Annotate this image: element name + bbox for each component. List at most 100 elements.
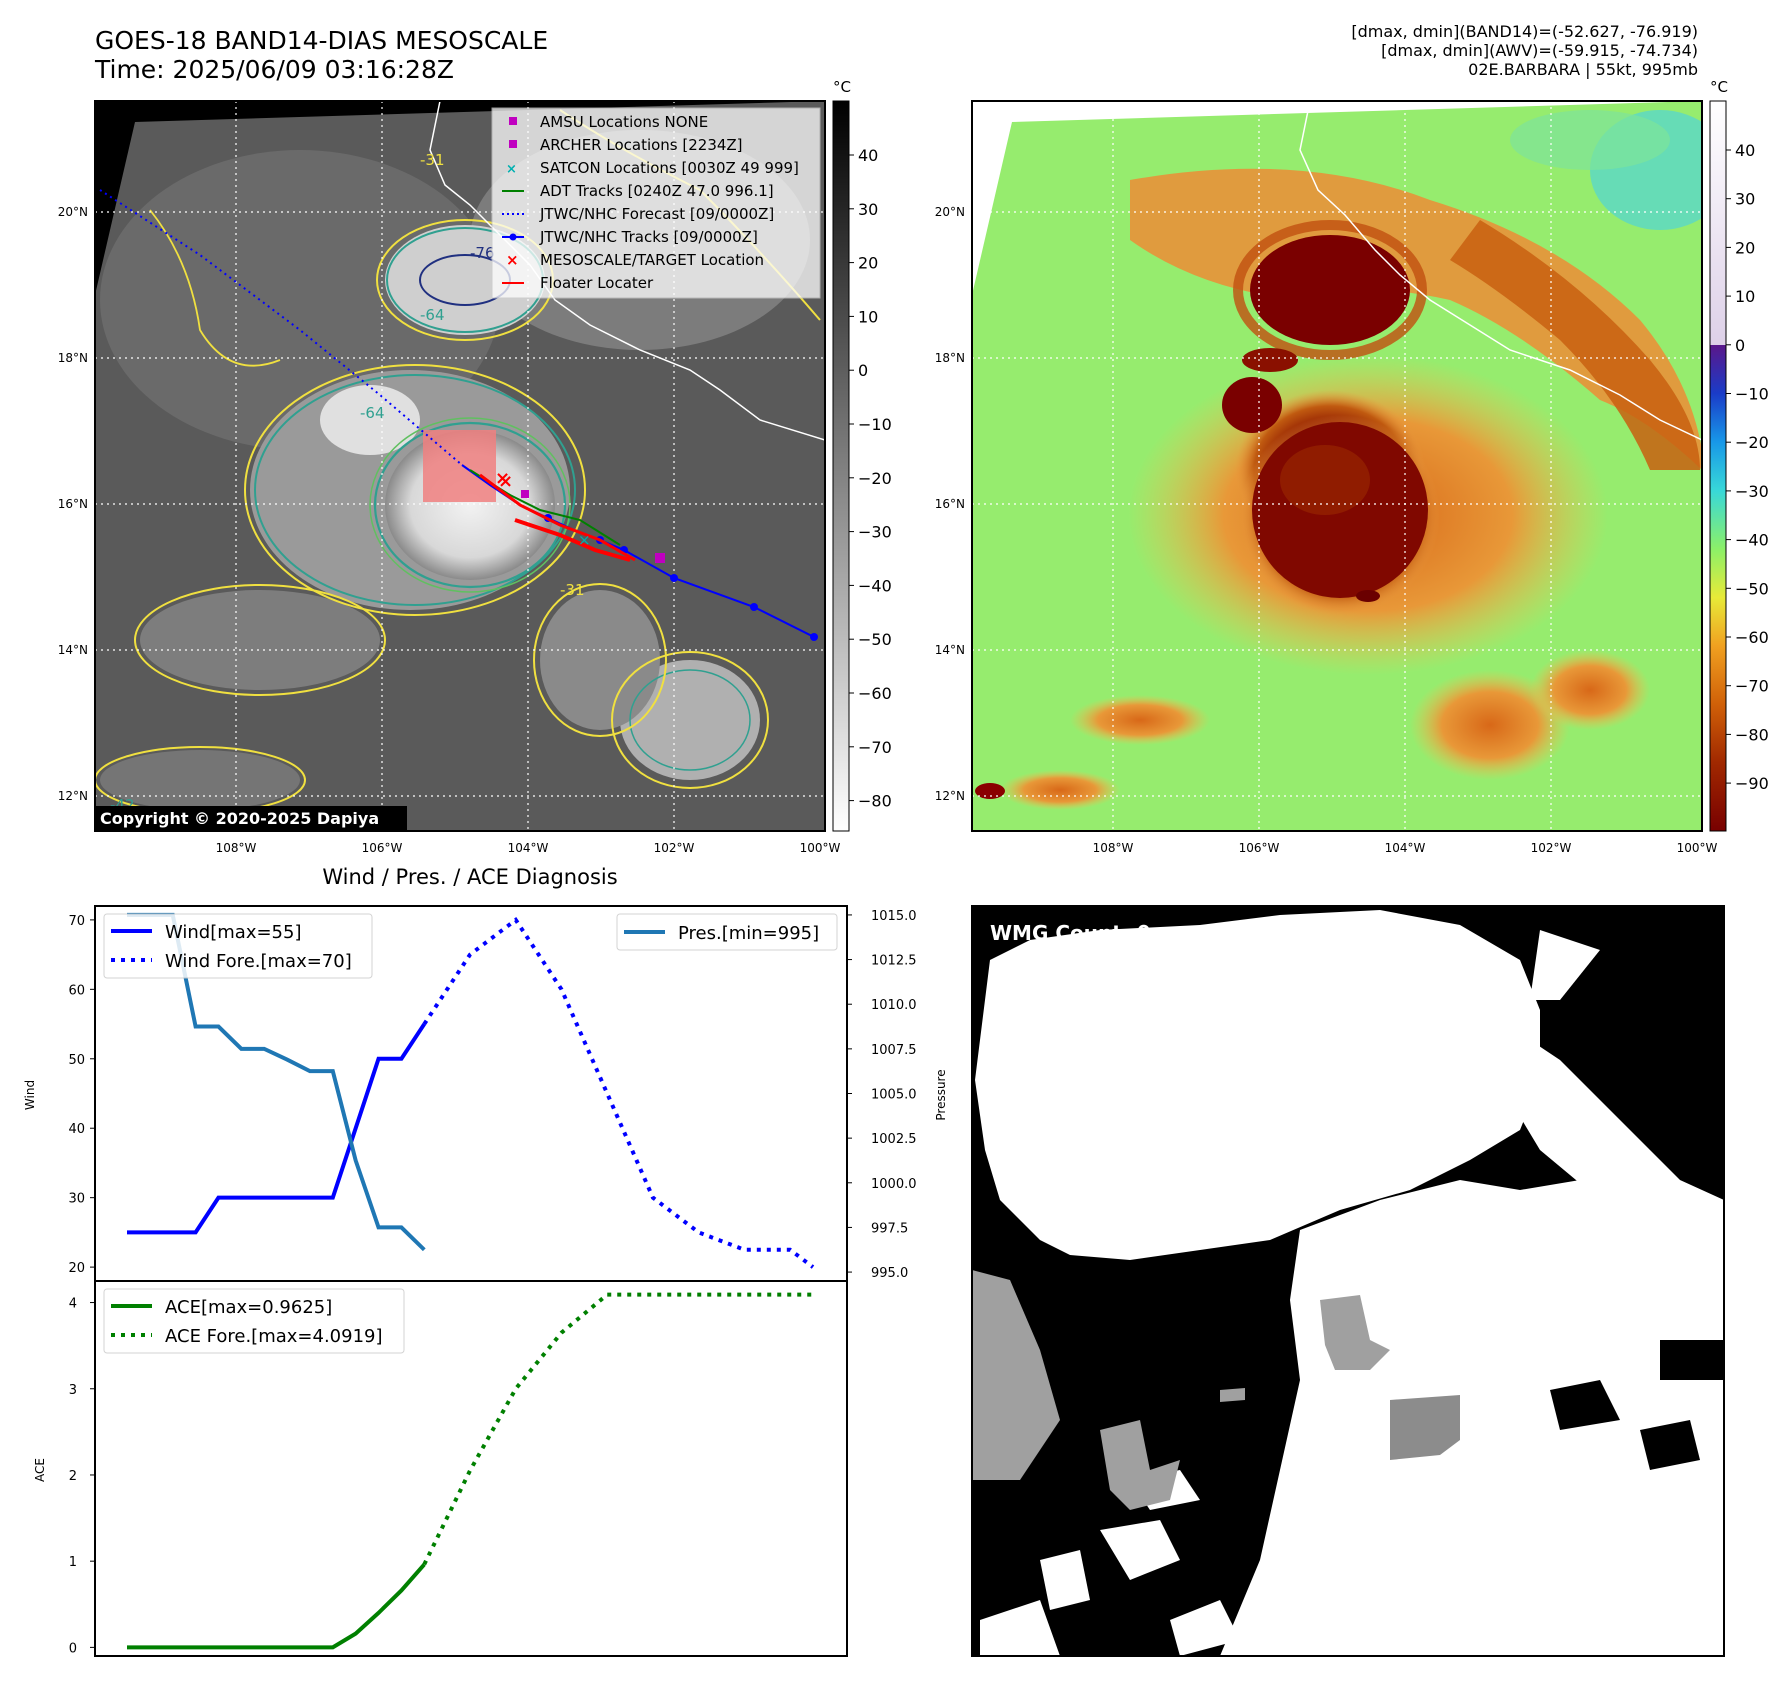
colorbar-tick-label: −90 bbox=[1735, 774, 1769, 793]
pressure-tick-label: 1005.0 bbox=[871, 1088, 917, 1103]
lat-label: 16°N bbox=[935, 497, 965, 511]
lat-label: 12°N bbox=[58, 789, 88, 803]
colorbar-tick-label: −20 bbox=[858, 469, 892, 488]
ace-chart: ACE 0 1 2 3 4 ACE[max=0.9625] ACE Fore.[max=… bbox=[33, 1280, 848, 1657]
wmg-frame bbox=[971, 905, 1725, 1657]
target-marker: × bbox=[495, 468, 510, 489]
legend-item: ARCHER Locations [2234Z] bbox=[540, 136, 743, 154]
series-line-0 bbox=[127, 1022, 426, 1235]
mesoscale-marker: × bbox=[498, 471, 513, 492]
lon-label: 104°W bbox=[508, 841, 549, 855]
title-line-1: GOES-18 BAND14-DIAS MESOSCALE bbox=[95, 26, 549, 55]
wind-tick-label: 20 bbox=[68, 1261, 85, 1276]
contour-label: -31 bbox=[560, 581, 585, 599]
colorbar-tick-label: −30 bbox=[858, 523, 892, 542]
wind-legend: Wind[max=55] Wind Fore.[max=70] bbox=[103, 913, 373, 979]
colorbar-tick-label: −50 bbox=[858, 630, 892, 649]
archer-marker bbox=[521, 490, 529, 498]
contour-label: -31 bbox=[420, 151, 445, 169]
colorbar-tick-label: −60 bbox=[1735, 628, 1769, 647]
colorbar-tick-label: −80 bbox=[1735, 725, 1769, 744]
legend-satcon-marker: × bbox=[506, 162, 517, 177]
archer-marker bbox=[655, 553, 665, 563]
satcon-marker: × bbox=[578, 531, 591, 549]
colorbar-tick-label: −70 bbox=[1735, 677, 1769, 696]
legend-amsu-marker bbox=[509, 117, 517, 125]
legend-item: JTWC/NHC Tracks [09/0000Z] bbox=[539, 228, 758, 246]
colorbar-tick-label: −50 bbox=[1735, 579, 1769, 598]
lon-label: 108°W bbox=[1093, 841, 1134, 855]
copyright-box bbox=[95, 806, 407, 830]
wmg-mask-panel: WMG Count: 0 bbox=[971, 905, 1725, 1657]
colorbar-tick-label: 0 bbox=[858, 361, 868, 380]
colorbar-tick-label: −70 bbox=[858, 738, 892, 757]
info-line-3: 02E.BARBARA | 55kt, 995mb bbox=[1468, 60, 1698, 79]
lat-label: 12°N bbox=[935, 789, 965, 803]
ace-series-line-0 bbox=[127, 1563, 426, 1650]
wind-pressure-chart: Wind / Pres. / ACE Diagnosis Wind Pressu… bbox=[23, 865, 948, 1282]
pressure-tick-label: 1000.0 bbox=[871, 1177, 917, 1192]
lat-label: 14°N bbox=[935, 643, 965, 657]
lon-label: 108°W bbox=[216, 841, 257, 855]
lon-label: 106°W bbox=[362, 841, 403, 855]
info-block: [dmax, dmin](BAND14)=(-52.627, -76.919) … bbox=[1351, 22, 1698, 79]
colorbar-tick-label: 10 bbox=[858, 307, 878, 326]
contour-label: -64 bbox=[420, 306, 445, 324]
colorbar-tick-label: 30 bbox=[858, 200, 878, 219]
jtwc-forecast-line bbox=[99, 189, 463, 466]
wind-tick-label: 40 bbox=[68, 1122, 85, 1137]
contour-label: -76 bbox=[470, 244, 495, 262]
colorbar-tick-label: −10 bbox=[858, 415, 892, 434]
grayscale-colorbar: °C 40 30 20 10 0 −10 −20 −30 −40 −50 −60 −70 −80 bbox=[832, 78, 892, 832]
legend-pressure: Pres.[min=995] bbox=[678, 923, 819, 944]
floater-box bbox=[423, 430, 496, 502]
enhanced-colorbar: °C 40 30 20 10 0 −10 −20 −30 −40 −50 −60 −70 −80 −90 bbox=[1709, 78, 1769, 832]
lat-label: 20°N bbox=[935, 205, 965, 219]
legend-item: ADT Tracks [0240Z 47.0 996.1] bbox=[540, 182, 774, 200]
pressure-tick-label: 1010.0 bbox=[871, 998, 917, 1013]
figure-title: GOES-18 BAND14-DIAS MESOSCALE Time: 2025… bbox=[95, 26, 548, 84]
pressure-tick-label: 995.0 bbox=[871, 1266, 908, 1281]
colorbar-tick-label: 40 bbox=[1735, 141, 1755, 160]
lon-label: 102°W bbox=[654, 841, 695, 855]
colorbar-tick-label: −20 bbox=[1735, 433, 1769, 452]
pressure-tick-label: 1002.5 bbox=[871, 1132, 917, 1147]
colorbar-tick-label: 10 bbox=[1735, 287, 1755, 306]
lat-label: 16°N bbox=[58, 497, 88, 511]
lat-label: 18°N bbox=[935, 351, 965, 365]
map-frame bbox=[971, 100, 1703, 832]
ace-tick-label: 3 bbox=[69, 1383, 77, 1398]
wind-tick-label: 60 bbox=[68, 983, 85, 998]
ace-tick-label: 2 bbox=[69, 1469, 77, 1484]
lon-label: 104°W bbox=[1385, 841, 1426, 855]
lat-label: 14°N bbox=[58, 643, 88, 657]
legend-tracks-dot bbox=[509, 233, 517, 241]
colorbar-tick-label: −60 bbox=[858, 684, 892, 703]
floater-track-line bbox=[479, 473, 636, 562]
colorbar-tick-label: −40 bbox=[1735, 531, 1769, 550]
contour-label: -64 bbox=[360, 404, 385, 422]
lon-label: 100°W bbox=[800, 841, 841, 855]
legend-target-marker: × bbox=[506, 251, 519, 269]
pressure-tick-label: 997.5 bbox=[871, 1221, 908, 1236]
map-legend: × × AMSU Locations NONE ARCHER Locations… bbox=[491, 107, 821, 299]
ace-tick-label: 0 bbox=[69, 1641, 77, 1656]
info-line-1: [dmax, dmin](BAND14)=(-52.627, -76.919) bbox=[1351, 22, 1698, 41]
colorbar-tick-label: −30 bbox=[1735, 482, 1769, 501]
legend-ace: ACE[max=0.9625] bbox=[165, 1297, 332, 1318]
lat-label: 20°N bbox=[58, 205, 88, 219]
colorbar-unit: °C bbox=[833, 78, 851, 96]
pressure-tick-label: 1007.5 bbox=[871, 1043, 917, 1058]
legend-item: SATCON Locations [0030Z 49 999] bbox=[540, 159, 799, 177]
wmg-count-label: WMG Count: 0 bbox=[990, 921, 1151, 945]
legend-item: AMSU Locations NONE bbox=[540, 113, 708, 131]
title-line-2: Time: 2025/06/09 03:16:28Z bbox=[95, 55, 454, 84]
colorbar-tick-label: 20 bbox=[1735, 238, 1755, 257]
ir-grayscale-panel: -64 -64 -76 -31 -31 -42 × × × bbox=[58, 100, 841, 855]
pressure-tick-label: 1015.0 bbox=[871, 909, 917, 924]
legend-item: JTWC/NHC Forecast [09/0000Z] bbox=[539, 205, 774, 223]
copyright-text: Copyright © 2020-2025 Dapiya bbox=[100, 809, 379, 828]
legend-wind: Wind[max=55] bbox=[165, 922, 302, 943]
legend-item: Floater Locater bbox=[540, 274, 654, 292]
